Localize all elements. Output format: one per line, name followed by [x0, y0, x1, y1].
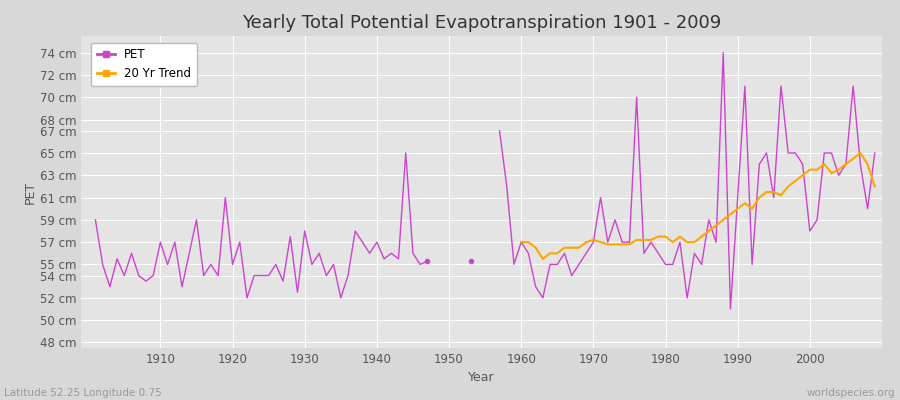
Text: worldspecies.org: worldspecies.org	[807, 388, 896, 398]
Title: Yearly Total Potential Evapotranspiration 1901 - 2009: Yearly Total Potential Evapotranspiratio…	[242, 14, 721, 32]
Text: Latitude 52.25 Longitude 0.75: Latitude 52.25 Longitude 0.75	[4, 388, 162, 398]
X-axis label: Year: Year	[468, 372, 495, 384]
Y-axis label: PET: PET	[23, 180, 37, 204]
Legend: PET, 20 Yr Trend: PET, 20 Yr Trend	[91, 42, 197, 86]
